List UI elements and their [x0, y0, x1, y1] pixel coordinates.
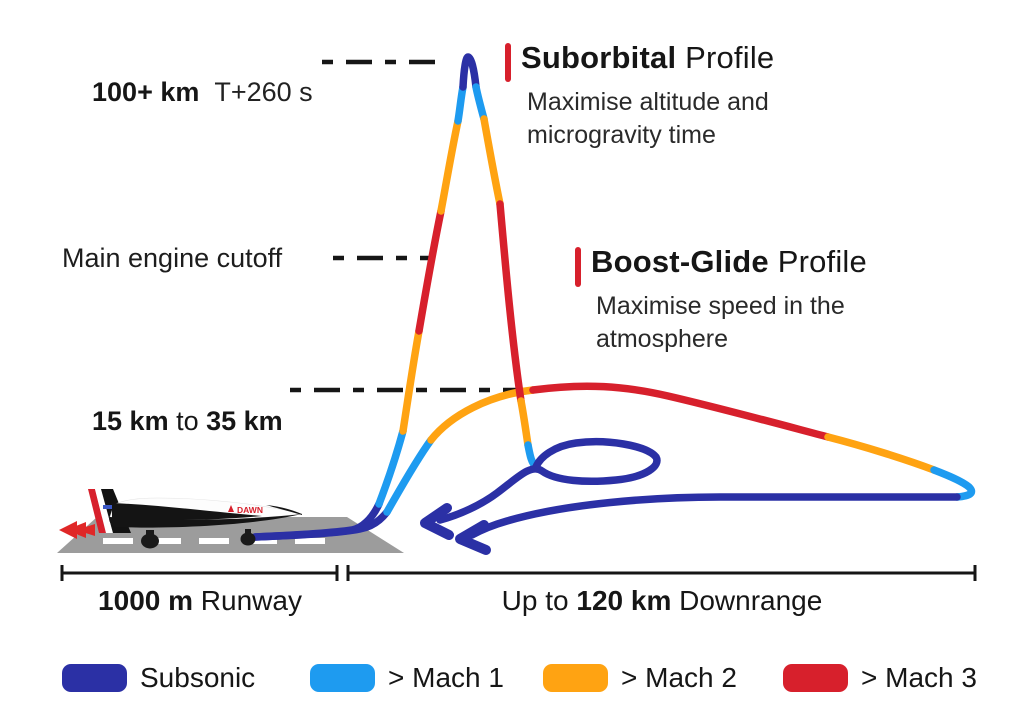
legend-item-subsonic: Subsonic — [62, 662, 255, 694]
suborbital-mach3-boost — [415, 207, 445, 335]
downrange-measure-label: Up to 120 km Downrange — [348, 585, 976, 617]
apogee-annotation: 100+ km T+260 s — [62, 46, 313, 139]
suborbital-mach2-reentry — [517, 397, 532, 449]
suborbital-mach2-coast — [437, 117, 462, 215]
suborbital-title-emphasis: Suborbital — [521, 40, 677, 75]
landing-gear — [141, 529, 256, 549]
fuselage-belly — [109, 514, 302, 528]
aircraft-logo: DAWN — [228, 505, 263, 515]
boost-glide-trajectory — [251, 382, 976, 541]
cruise-alt-separator: to — [168, 406, 207, 437]
suborbital-mach2-descent — [480, 115, 504, 208]
subsonic-swatch — [62, 664, 127, 692]
cruise-alt-low-value: 15 km — [92, 406, 169, 437]
return-arrowheads — [420, 503, 491, 555]
downrange-prefix: Up to — [501, 585, 577, 616]
suborbital-subsonic-takeoff — [251, 500, 383, 541]
suborbital-profile-title: Suborbital Profile — [521, 40, 775, 75]
boost-glide-title-rest: Profile — [768, 244, 867, 279]
suborbital-subsonic-apogee — [459, 53, 480, 91]
meco-annotation: Main engine cutoff — [62, 243, 283, 273]
mach3-swatch — [783, 664, 848, 692]
mach3-label: > Mach 3 — [861, 662, 977, 693]
mach1-label: > Mach 1 — [388, 662, 504, 693]
runway-word: Runway — [193, 585, 302, 616]
legend-item-mach1: > Mach 1 — [310, 662, 504, 694]
boost-glide-return-arrow-icon — [455, 520, 491, 555]
mach2-swatch — [543, 664, 608, 692]
suborbital-trajectory — [251, 53, 661, 541]
boost-glide-profile-subtitle: Maximise speed in the atmosphere — [596, 292, 845, 353]
boost-glide-mach2-descent — [824, 433, 938, 474]
boost-glide-accent-bar — [575, 247, 581, 287]
suborbital-mach1-descent — [472, 83, 488, 123]
suborbital-profile-subtitle: Maximise altitude and microgravity time — [527, 88, 769, 149]
suborbital-mach3-reentry — [496, 200, 525, 405]
boost-glide-mach1-turn — [930, 466, 976, 501]
legend-item-mach2: > Mach 2 — [543, 662, 737, 694]
suborbital-title-rest: Profile — [676, 40, 775, 75]
exhaust-flames-icon — [59, 521, 95, 539]
runway-length-value: 1000 m — [98, 585, 194, 616]
aircraft-illustration: DAWN — [59, 489, 303, 549]
mach2-label: > Mach 2 — [621, 662, 737, 693]
downrange-word: Downrange — [671, 585, 823, 616]
runway-centerline-dashes — [103, 538, 325, 544]
cruise-altitude-annotation: 15 km to 35 km — [62, 375, 283, 468]
suborbital-mach1-ascent — [375, 427, 407, 508]
fuselage-dark-swoosh — [112, 503, 262, 521]
suborbital-accent-bar — [505, 43, 511, 82]
boost-glide-mach1-ascent — [383, 436, 435, 516]
downrange-bracket — [346, 565, 977, 581]
runway-bracket — [60, 565, 339, 581]
suborbital-mach2-ascent — [399, 327, 423, 435]
suborbital-mach1-coast — [454, 83, 467, 125]
boost-glide-subsonic-return — [468, 493, 961, 539]
nose-tip — [266, 505, 302, 515]
apogee-time-value: T+260 s — [214, 77, 313, 108]
suborbital-subsonic-loop-return — [436, 438, 661, 524]
aircraft-logo-text: DAWN — [237, 505, 263, 515]
measurement-brackets — [60, 565, 977, 581]
runway-measure-label: 1000 m Runway — [62, 585, 338, 617]
boost-glide-profile-title: Boost-Glide Profile — [591, 244, 867, 279]
legend-item-mach3: > Mach 3 — [783, 662, 977, 694]
dashed-leader-lines — [290, 59, 540, 393]
apogee-altitude-value: 100+ km — [92, 77, 200, 108]
mach1-swatch — [310, 664, 375, 692]
suborbital-return-arrow-icon — [420, 503, 454, 540]
downrange-value: 120 km — [576, 585, 672, 616]
boost-glide-title-emphasis: Boost-Glide — [591, 244, 769, 279]
boost-glide-mach3-cruise — [529, 382, 832, 441]
subsonic-label: Subsonic — [140, 662, 256, 693]
cruise-alt-high-value: 35 km — [206, 406, 283, 437]
